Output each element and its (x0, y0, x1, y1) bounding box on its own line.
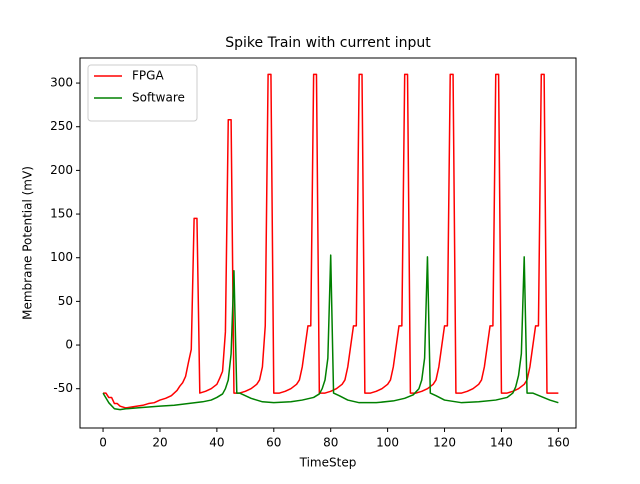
x-tick-label: 80 (323, 436, 338, 450)
legend-label: Software (132, 91, 185, 105)
x-tick-label: 60 (266, 436, 281, 450)
y-tick-label: 250 (50, 119, 73, 133)
x-tick-label: 20 (152, 436, 167, 450)
chart-title: Spike Train with current input (225, 35, 431, 51)
y-tick-label: 50 (58, 294, 73, 308)
series-line (103, 73, 559, 409)
x-tick-label: 40 (209, 436, 224, 450)
x-axis-label: TimeStep (299, 456, 357, 470)
legend-box (87, 64, 198, 122)
x-tick-label: 100 (376, 436, 399, 450)
y-tick-label: 300 (50, 76, 73, 90)
x-tick-label: 0 (99, 436, 107, 450)
y-tick-label: 200 (50, 163, 73, 177)
y-tick-label: 150 (50, 207, 73, 221)
y-tick-label: -50 (53, 381, 73, 395)
x-tick-label: 140 (490, 436, 513, 450)
y-tick-label: 0 (65, 338, 73, 352)
x-tick-label: 120 (433, 436, 456, 450)
series-line (102, 254, 559, 411)
y-tick-label: 100 (50, 250, 73, 264)
plot-frame (79, 57, 577, 429)
y-axis-label: Membrane Potential (mV) (21, 166, 35, 320)
legend-label: FPGA (132, 69, 164, 83)
x-tick-label: 160 (547, 436, 570, 450)
